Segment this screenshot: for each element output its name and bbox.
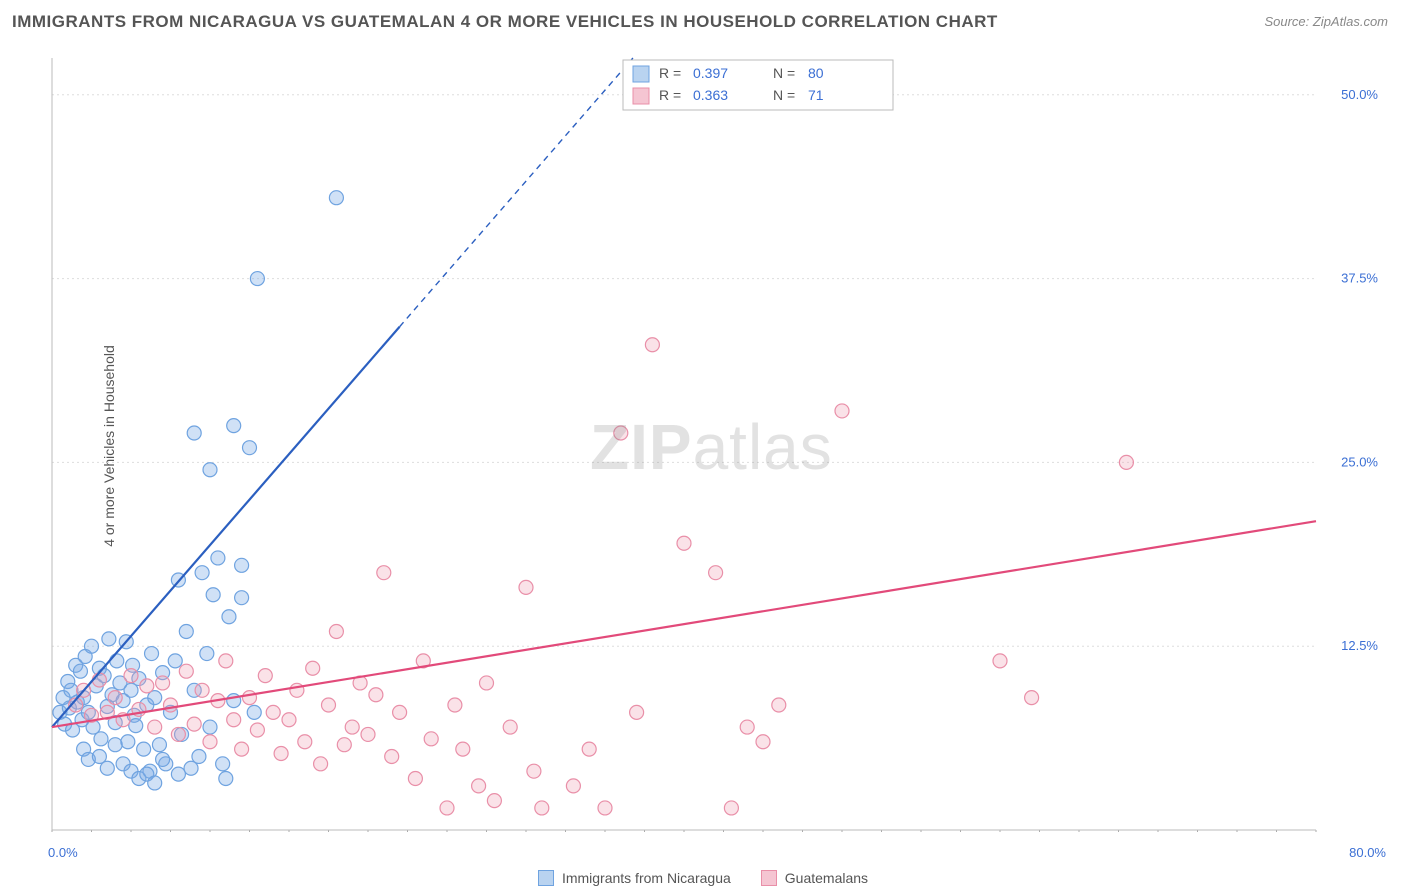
- source-attribution: Source: ZipAtlas.com: [1264, 14, 1388, 29]
- legend-item-guatemalans: Guatemalans: [761, 870, 868, 886]
- svg-text:R =: R =: [659, 65, 681, 81]
- svg-text:R =: R =: [659, 87, 681, 103]
- svg-text:25.0%: 25.0%: [1341, 454, 1378, 469]
- plot-area: 12.5% 25.0% 37.5% 50.0% R = 0.397 N = 80 R = 0.36…: [50, 56, 1386, 832]
- svg-text:37.5%: 37.5%: [1341, 271, 1378, 286]
- legend-swatch-nicaragua: [538, 870, 554, 886]
- bottom-legend: Immigrants from Nicaragua Guatemalans: [0, 870, 1406, 886]
- chart-svg: 12.5% 25.0% 37.5% 50.0% R = 0.397 N = 80 R = 0.36…: [50, 56, 1386, 832]
- legend-label-guatemalans: Guatemalans: [785, 870, 868, 886]
- svg-text:N =: N =: [773, 87, 795, 103]
- x-axis-max-label: 80.0%: [1349, 845, 1386, 860]
- chart-title: IMMIGRANTS FROM NICARAGUA VS GUATEMALAN …: [12, 12, 998, 32]
- legend-item-nicaragua: Immigrants from Nicaragua: [538, 870, 731, 886]
- legend-label-nicaragua: Immigrants from Nicaragua: [562, 870, 731, 886]
- svg-text:N =: N =: [773, 65, 795, 81]
- x-axis-min-label: 0.0%: [48, 845, 78, 860]
- svg-text:0.363: 0.363: [693, 87, 728, 103]
- svg-text:80: 80: [808, 65, 824, 81]
- svg-text:71: 71: [808, 87, 824, 103]
- legend-swatch-guatemalans: [761, 870, 777, 886]
- svg-text:0.397: 0.397: [693, 65, 728, 81]
- svg-text:12.5%: 12.5%: [1341, 638, 1378, 653]
- svg-text:50.0%: 50.0%: [1341, 87, 1378, 102]
